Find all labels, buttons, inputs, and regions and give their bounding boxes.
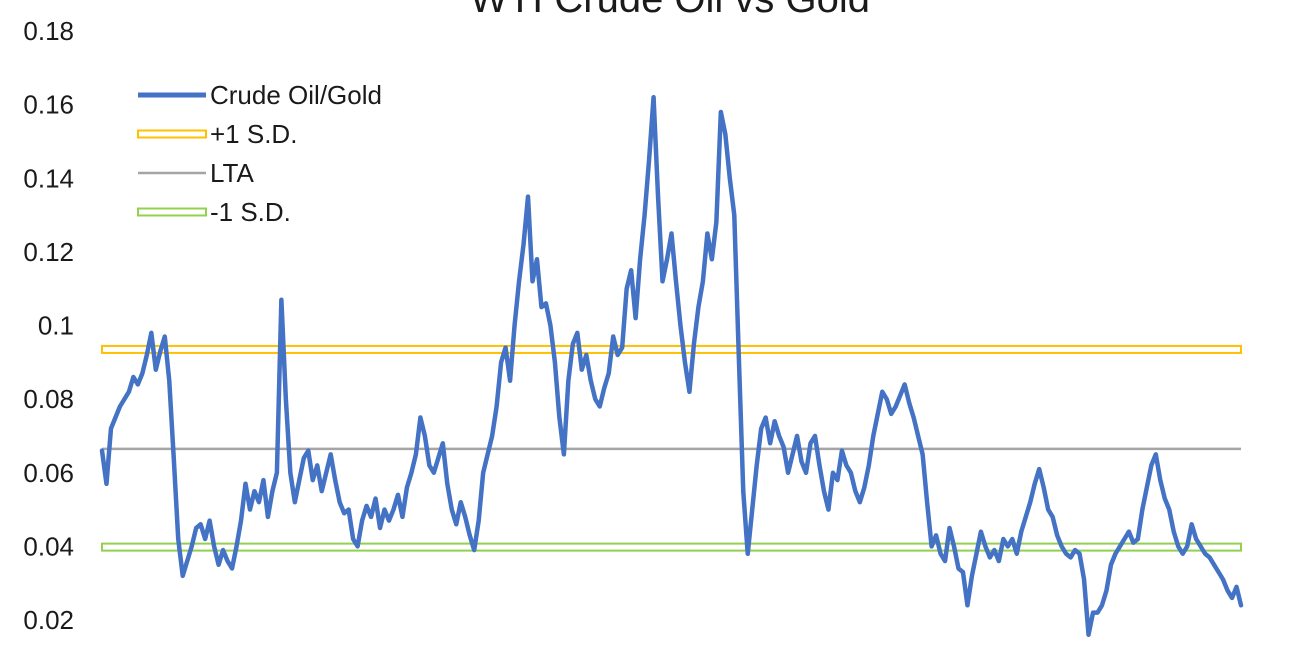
y-tick-label: 0.02	[23, 605, 74, 635]
legend-label: +1 S.D.	[210, 119, 297, 149]
y-tick-label: 0.18	[23, 16, 74, 46]
y-tick-label: 0.16	[23, 90, 74, 120]
reference-lines	[101, 344, 1242, 552]
series-lines	[99, 95, 1244, 637]
legend-item-crude-oil-gold: Crude Oil/Gold	[138, 80, 382, 110]
legend-label: Crude Oil/Gold	[210, 80, 382, 110]
y-tick-label: 0.04	[23, 531, 74, 561]
y-tick-label: 0.14	[23, 163, 74, 193]
legend-swatch	[137, 129, 207, 139]
y-tick-label: 0.08	[23, 384, 74, 414]
y-tick-label: 0.06	[23, 458, 74, 488]
y-tick-label: 0.1	[38, 311, 74, 341]
legend-item-lta: LTA	[138, 158, 254, 188]
minus-1-sd-line	[101, 542, 1242, 552]
legend-item-plus-1-sd: +1 S.D.	[137, 119, 297, 149]
crude-oil-gold-line	[99, 95, 1244, 637]
legend-swatch	[137, 207, 207, 217]
chart-title: WTI Crude Oil vs Gold	[470, 0, 870, 21]
plus-1-sd-line	[101, 344, 1242, 354]
y-tick-label: 0.12	[23, 237, 74, 267]
legend: Crude Oil/Gold +1 S.D. LTA -1 S.D.	[137, 80, 382, 227]
legend-label: LTA	[210, 158, 254, 188]
legend-label: -1 S.D.	[210, 197, 291, 227]
legend-item-minus-1-sd: -1 S.D.	[137, 197, 291, 227]
y-axis: 0.02 0.04 0.06 0.08 0.1 0.12 0.14 0.16 0.18	[23, 16, 74, 635]
